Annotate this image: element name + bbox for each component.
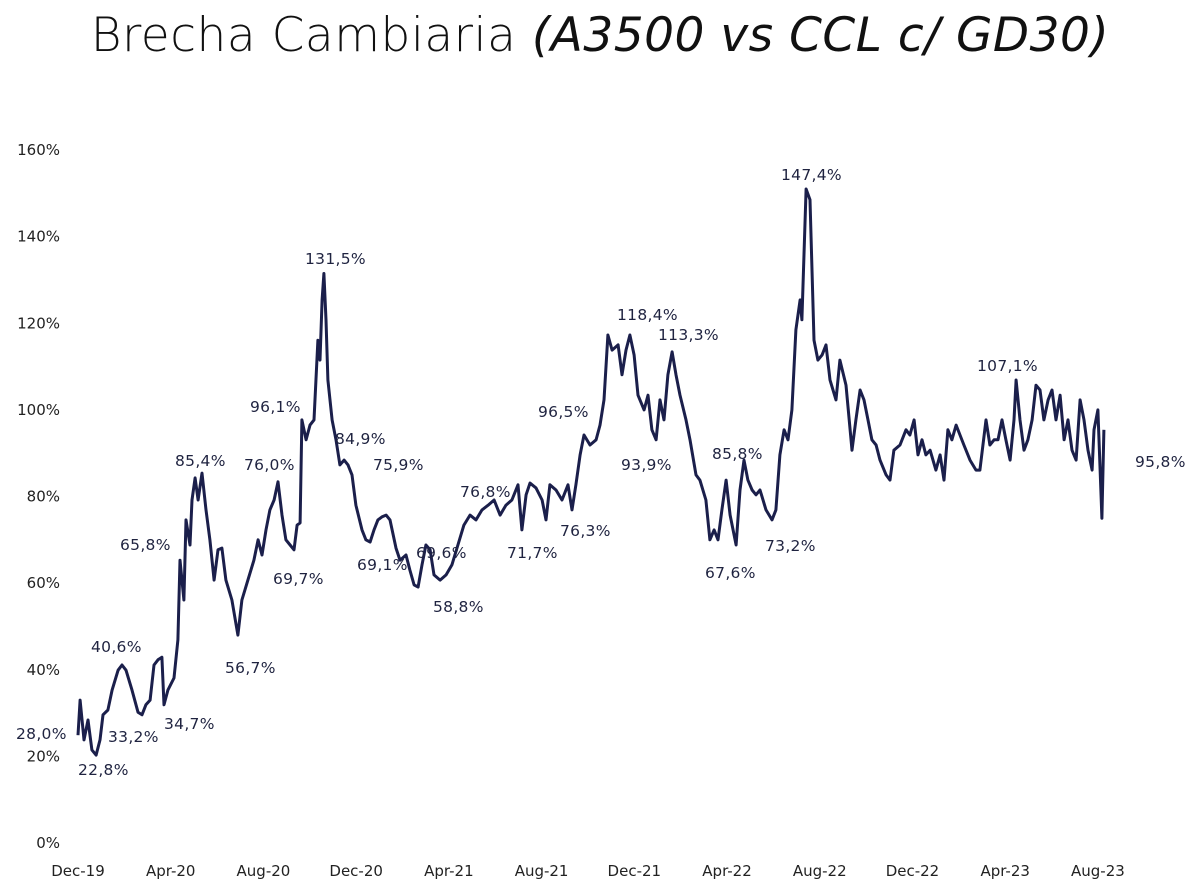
y-tick-label: 20% (27, 747, 60, 765)
y-tick-label: 80% (27, 488, 60, 506)
data-label: 76,0% (244, 456, 295, 474)
data-label: 22,8% (78, 761, 129, 779)
x-tick-label: Dec-19 (51, 862, 105, 880)
y-tick-label: 60% (27, 574, 60, 592)
y-tick-label: 120% (17, 314, 60, 332)
series (76, 187, 1106, 757)
data-label: 69,6% (416, 544, 467, 562)
annotations: 28,0% 22,8% 40,6% 33,2% 34,7% 65,8% 85,4% 56,7%… (16, 166, 1186, 779)
data-label: 71,7% (507, 544, 558, 562)
data-label: 69,1% (357, 556, 408, 574)
x-tick-label: Aug-22 (793, 862, 847, 880)
x-tick-label: Dec-20 (329, 862, 383, 880)
data-label: 69,7% (273, 570, 324, 588)
data-label: 56,7% (225, 659, 276, 677)
x-tick-label: Apr-22 (702, 862, 752, 880)
y-tick-label: 140% (17, 228, 60, 246)
x-tick-label: Aug-23 (1071, 862, 1125, 880)
data-label: 85,8% (712, 445, 763, 463)
data-label: 96,5% (538, 403, 589, 421)
x-tick-label: Apr-23 (980, 862, 1030, 880)
data-label: 147,4% (781, 166, 842, 184)
title-subtitle: (A3500 vs CCL c/ GD30) (531, 8, 1110, 63)
x-tick-label: Dec-22 (886, 862, 940, 880)
x-tick-label: Apr-20 (146, 862, 196, 880)
data-label: 67,6% (705, 564, 756, 582)
y-tick-label: 160% (17, 141, 60, 159)
x-tick-label: Dec-21 (608, 862, 662, 880)
data-label: 95,8% (1135, 453, 1186, 471)
data-label: 65,8% (120, 536, 171, 554)
y-tick-label: 0% (36, 834, 60, 852)
data-label: 76,3% (560, 522, 611, 540)
y-tick-label: 40% (27, 661, 60, 679)
data-label: 131,5% (305, 250, 366, 268)
data-label: 76,8% (460, 483, 511, 501)
data-label: 58,8% (433, 598, 484, 616)
data-label: 85,4% (175, 452, 226, 470)
data-label: 40,6% (91, 638, 142, 656)
chart-title: Brecha Cambiaria (A3500 vs CCL c/ GD30) (0, 8, 1200, 63)
x-tick-label: Apr-21 (424, 862, 474, 880)
series-line-brecha (76, 187, 1106, 757)
data-label: 33,2% (108, 728, 159, 746)
data-label: 118,4% (617, 306, 678, 324)
data-label: 113,3% (658, 326, 719, 344)
x-axis: Dec-19 Apr-20 Aug-20 Dec-20 Apr-21 Aug-21 Dec-… (51, 862, 1125, 880)
data-label: 107,1% (977, 357, 1038, 375)
x-tick-label: Aug-21 (515, 862, 569, 880)
data-label: 96,1% (250, 398, 301, 416)
y-axis: 0% 20% 40% 60% 80% 100% 120% 140% 160% (17, 141, 60, 852)
data-label: 73,2% (765, 537, 816, 555)
data-label: 75,9% (373, 456, 424, 474)
data-label: 84,9% (335, 430, 386, 448)
x-tick-label: Aug-20 (237, 862, 291, 880)
data-label: 34,7% (164, 715, 215, 733)
data-label: 28,0% (16, 725, 67, 743)
title-main: Brecha Cambiaria (90, 8, 517, 63)
y-tick-label: 100% (17, 401, 60, 419)
data-label: 93,9% (621, 456, 672, 474)
